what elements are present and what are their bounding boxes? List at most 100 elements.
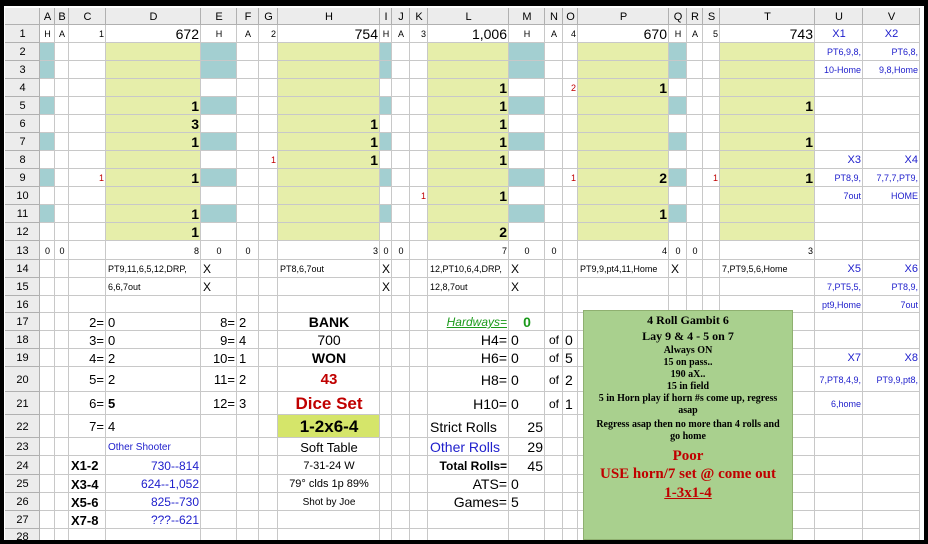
column-header-label: P (619, 10, 628, 23)
cell (815, 43, 863, 61)
cell-text: 1 (499, 134, 507, 150)
cell (106, 260, 201, 278)
cell-text: 730--814 (150, 458, 199, 473)
cell (545, 493, 563, 511)
cell (703, 151, 720, 169)
cell (410, 367, 428, 392)
cell (40, 367, 55, 392)
column-header (815, 8, 863, 25)
cell (106, 133, 201, 151)
cell-text: 7,PT5,5, (826, 282, 861, 292)
cell (40, 115, 55, 133)
column-header (69, 8, 106, 25)
cell (545, 43, 563, 61)
cell-text: 7-31-24 W (303, 459, 355, 472)
cell-text: 1 (659, 80, 667, 96)
cell (410, 115, 428, 133)
row-header-label: 4 (19, 82, 26, 94)
cell-text: A (244, 29, 251, 39)
column-header (509, 8, 545, 25)
cell-text: 1 (659, 206, 667, 222)
cell (40, 349, 55, 367)
cell (669, 43, 687, 61)
row-header (5, 415, 40, 438)
cell (259, 241, 278, 260)
cell (545, 475, 563, 493)
cell (237, 115, 259, 133)
cell (428, 133, 509, 151)
cell (410, 331, 428, 349)
cell (720, 241, 815, 260)
cell (687, 25, 703, 43)
cell (201, 313, 237, 331)
column-header (278, 8, 380, 25)
cell (720, 260, 815, 278)
cell-text: X3-4 (71, 476, 99, 492)
cell (563, 133, 578, 151)
cell (259, 331, 278, 349)
cell (428, 115, 509, 133)
cell (863, 331, 920, 349)
cell (578, 205, 669, 223)
cell (669, 278, 687, 296)
cell-text: 12,8,7out (430, 282, 468, 292)
cell (40, 456, 55, 475)
column-header (545, 8, 563, 25)
cell (815, 25, 863, 43)
cell-text: 3 (239, 396, 247, 411)
box-line: 5 in Horn play if horn #s come up, regre… (598, 393, 778, 404)
cell (201, 97, 237, 115)
cell (815, 205, 863, 223)
cell-text: 1 (805, 98, 813, 114)
cell (201, 205, 237, 223)
cell (40, 187, 55, 205)
cell (69, 223, 106, 241)
cell (428, 187, 509, 205)
row-header (5, 331, 40, 349)
row-header (5, 25, 40, 43)
cell-text: PT6,9,8, (826, 47, 861, 57)
box-line: Lay 9 & 4 - 5 on 7 (642, 329, 734, 343)
cell (40, 79, 55, 97)
cell-text: X (203, 280, 212, 294)
cell (55, 493, 69, 511)
cell (687, 79, 703, 97)
column-header-label: V (887, 10, 896, 23)
cell-text: PT9,9,pt8, (876, 374, 918, 385)
cell (237, 151, 259, 169)
cell (545, 25, 563, 43)
cell (545, 349, 563, 367)
column-header (687, 8, 703, 25)
cell-text: 11= (213, 372, 235, 387)
cell (509, 151, 545, 169)
cell-text: 4 (239, 332, 247, 348)
cell (40, 43, 55, 61)
cell (509, 349, 545, 367)
cell (201, 61, 237, 79)
cell (392, 205, 410, 223)
cell (669, 169, 687, 187)
cell (410, 415, 428, 438)
cell-text: 2 (499, 224, 507, 240)
cell (815, 79, 863, 97)
cell-text: 3 (807, 245, 813, 256)
row-header-label: 20 (16, 373, 29, 386)
cell (40, 223, 55, 241)
cell-text: H8= (480, 371, 507, 388)
column-header (392, 8, 410, 25)
cell (578, 151, 669, 169)
cell (55, 151, 69, 169)
cell (563, 223, 578, 241)
cell (687, 151, 703, 169)
cell (106, 313, 201, 331)
cell (428, 331, 509, 349)
cell-text: 8= (220, 314, 235, 330)
cell (69, 438, 106, 456)
column-header (563, 8, 578, 25)
row-header (5, 115, 40, 133)
cell-text: 2 (659, 170, 667, 186)
cell (55, 115, 69, 133)
cell (687, 260, 703, 278)
row-header-label: 5 (19, 100, 26, 112)
